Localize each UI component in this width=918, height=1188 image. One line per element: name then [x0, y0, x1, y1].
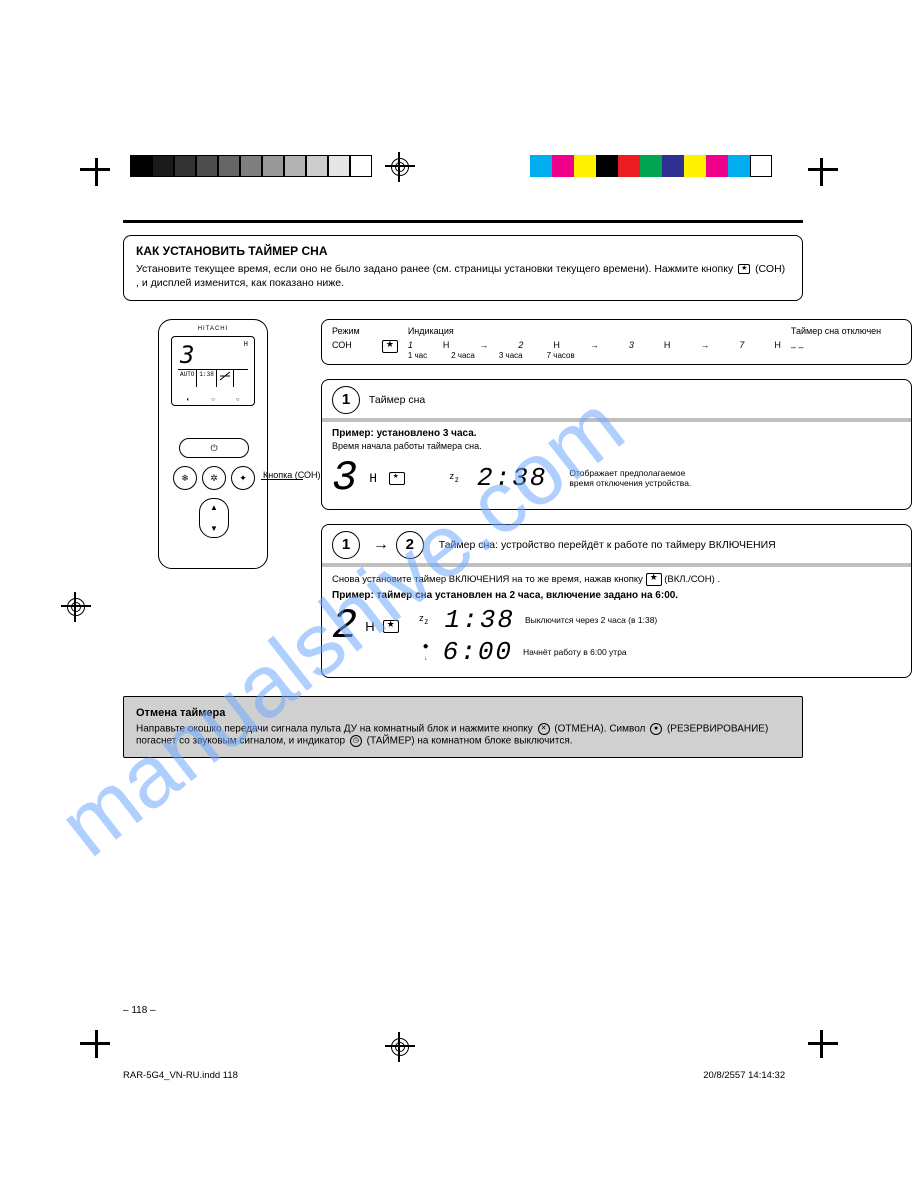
sleep-icon — [383, 620, 399, 633]
color-swatches — [530, 155, 772, 177]
step-1: 1 — [332, 531, 360, 559]
crop-mark — [808, 1042, 838, 1045]
crop-mark — [820, 1030, 823, 1058]
sleep-icon — [738, 264, 750, 274]
registration-mark — [61, 592, 91, 622]
remote-lcd: 3 H AUTO 1:38 ◐○○ — [171, 336, 255, 406]
intro-line: Установите текущее время, если оно не бы… — [136, 262, 790, 290]
crop-mark — [820, 158, 823, 186]
reserve-icon: ● — [650, 723, 662, 735]
registration-mark — [385, 1032, 415, 1062]
zz-icon: zz — [449, 474, 459, 483]
cancel-icon: ✕ — [538, 723, 550, 735]
step-2: 2 — [396, 531, 424, 559]
crop-mark — [808, 168, 838, 171]
cancel-bar: Отмена таймера Направьте окошко передачи… — [123, 696, 803, 758]
rule-top — [123, 220, 803, 223]
callout-label: Кнопка (СОН) — [263, 470, 321, 480]
remote-drawing: HITACHI 3 H AUTO 1:38 ◐○○ — [123, 319, 303, 579]
on-time: 6:00 — [443, 637, 513, 667]
sleep-on-timer-panel: 1 → 2 Таймер сна: устройство перейдёт к … — [321, 524, 912, 678]
sleep-button: ✦ — [231, 466, 255, 490]
hours-seg: 2 — [332, 605, 357, 647]
remote-brand: HITACHI — [159, 320, 267, 332]
intro-title: КАК УСТАНОВИТЬ ТАЙМЕР СНА — [136, 244, 790, 258]
footer-jobid: RAR-5G4_VN-RU.indd 118 20/8/2557 14:14:3… — [123, 1070, 785, 1081]
crop-mark — [95, 1030, 98, 1058]
off-time: 2:38 — [477, 463, 547, 493]
sleep-icon — [382, 340, 398, 353]
temp-updown — [199, 498, 229, 538]
cancel-title: Отмена таймера — [136, 707, 790, 719]
sleep-timer-panel: 1 Таймер сна Пример: установлено 3 часа.… — [321, 379, 912, 510]
hours-seg: 3 — [332, 457, 357, 499]
cancel-body: Направьте окошко передачи сигнала пульта… — [136, 723, 790, 747]
timer-icon: ◷ — [350, 735, 362, 747]
on-sleep-icon — [646, 573, 662, 586]
sleep-off-time: 1:38 — [445, 605, 515, 635]
fan-button: ✲ — [202, 466, 226, 490]
sleep-icon — [389, 472, 405, 485]
step-1: 1 — [332, 386, 360, 414]
gray-swatches — [130, 155, 372, 177]
mode-button: ❄ — [173, 466, 197, 490]
power-button: ⏻ — [179, 438, 249, 458]
arrow-right-icon: → — [373, 536, 389, 553]
page-number: – 118 – — [123, 1005, 156, 1016]
page-content: КАК УСТАНОВИТЬ ТАЙМЕР СНА Установите тек… — [123, 220, 803, 758]
mode-panel: Режим СОН Индикация 1H → 2H → — [321, 319, 912, 365]
crop-mark — [95, 158, 98, 186]
zz-icon: zz — [419, 616, 429, 625]
registration-mark — [385, 152, 415, 182]
intro-box: КАК УСТАНОВИТЬ ТАЙМЕР СНА Установите тек… — [123, 235, 803, 301]
